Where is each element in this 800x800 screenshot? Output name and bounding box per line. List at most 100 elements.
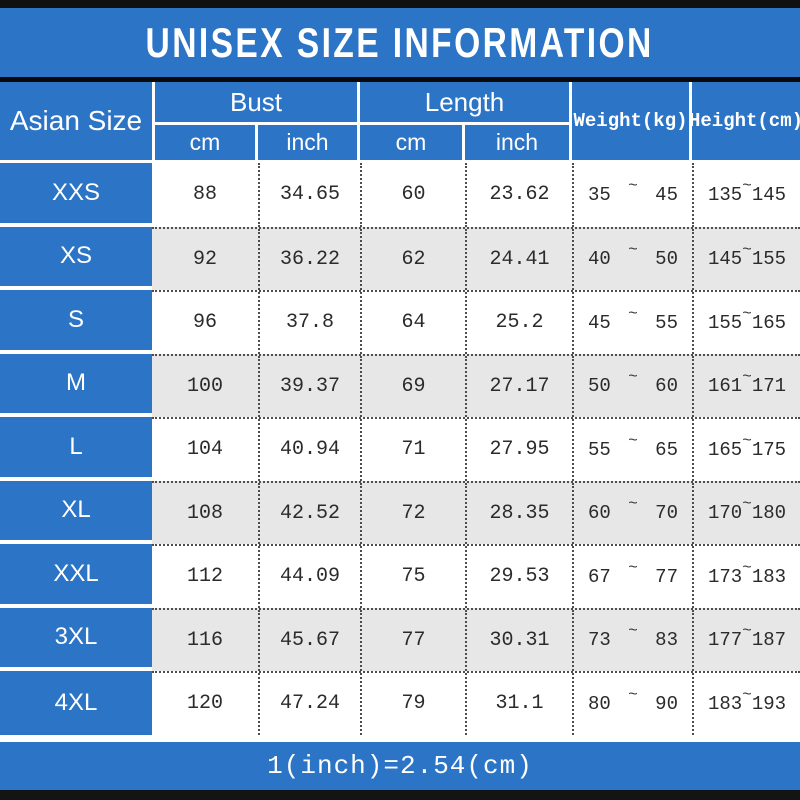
header-weight-kg: Weight(kg) bbox=[572, 82, 689, 160]
length-cm-value: 71 bbox=[360, 419, 465, 481]
height-range: 161 ~ 171 bbox=[692, 355, 800, 417]
size-label: M bbox=[0, 353, 152, 417]
size-label: 4XL bbox=[0, 671, 152, 735]
length-cm-value: 72 bbox=[360, 482, 465, 544]
bust-inch-value: 39.37 bbox=[258, 355, 360, 417]
table-row: XXL 112 44.09 75 29.53 67 ~ 77 173 ~ 183 bbox=[0, 544, 800, 608]
height-max-value: 180 bbox=[751, 502, 787, 525]
weight-max-value: 55 bbox=[655, 311, 678, 334]
row-values: 88 34.65 60 23.62 35 ~ 45 135 ~ 145 bbox=[152, 163, 800, 227]
length-inch-value: 28.35 bbox=[465, 482, 572, 544]
tilde-symbol: ~ bbox=[742, 558, 752, 577]
bust-cm-value: 112 bbox=[186, 565, 223, 589]
bust-cm-value: 88 bbox=[192, 183, 217, 207]
table-row: XS 92 36.22 62 24.41 40 ~ 50 145 ~ 155 bbox=[0, 226, 800, 290]
weight-min-value: 35 bbox=[588, 183, 611, 206]
height-max-value: 171 bbox=[751, 375, 787, 398]
weight-min-value: 55 bbox=[588, 438, 611, 461]
row-values: 116 45.67 77 30.31 73 ~ 83 177 ~ 187 bbox=[152, 607, 800, 671]
bust-cm-value: 96 bbox=[192, 311, 217, 335]
tilde-symbol: ~ bbox=[628, 241, 638, 260]
height-max-value: 175 bbox=[751, 438, 787, 461]
bust-inch-value: 40.94 bbox=[258, 419, 360, 481]
height-max-value: 187 bbox=[751, 629, 787, 652]
height-range: 135 ~ 145 bbox=[692, 163, 800, 227]
height-min-value: 183 bbox=[708, 692, 743, 715]
weight-range: 60 ~ 70 bbox=[572, 482, 692, 544]
tilde-symbol: ~ bbox=[628, 431, 638, 450]
table-row: XXS 88 34.65 60 23.62 35 ~ 45 135 ~ 145 bbox=[0, 163, 800, 227]
tilde-symbol: ~ bbox=[742, 685, 752, 704]
length-cm-value: 60 bbox=[360, 163, 465, 227]
length-cm-value: 64 bbox=[360, 292, 465, 354]
length-inch-value: 27.17 bbox=[465, 355, 572, 417]
header-height-cm: Height(cm) bbox=[689, 82, 800, 160]
bust-cm-value: 116 bbox=[186, 628, 223, 652]
height-min-value: 177 bbox=[708, 629, 743, 652]
tilde-symbol: ~ bbox=[742, 431, 752, 450]
height-max-value: 183 bbox=[751, 565, 787, 588]
length-cm-value: 77 bbox=[360, 609, 465, 671]
bust-inch-value: 47.24 bbox=[258, 673, 360, 735]
table-row: 4XL 120 47.24 79 31.1 80 ~ 90 183 ~ 193 bbox=[0, 671, 800, 735]
page-title: UNISEX SIZE INFORMATION bbox=[145, 18, 655, 66]
row-values: 120 47.24 79 31.1 80 ~ 90 183 ~ 193 bbox=[152, 671, 800, 735]
weight-max-value: 90 bbox=[655, 692, 678, 715]
length-cm-value: 69 bbox=[360, 355, 465, 417]
size-label: 3XL bbox=[0, 607, 152, 671]
title-bar: UNISEX SIZE INFORMATION bbox=[0, 8, 800, 77]
table-row: 3XL 116 45.67 77 30.31 73 ~ 83 177 ~ 187 bbox=[0, 607, 800, 671]
tilde-symbol: ~ bbox=[628, 304, 638, 323]
height-min-value: 145 bbox=[708, 248, 743, 271]
header-bust-inch: inch bbox=[258, 125, 357, 160]
height-range: 165 ~ 175 bbox=[692, 419, 800, 481]
weight-max-value: 77 bbox=[655, 565, 678, 588]
length-inch-value: 29.53 bbox=[465, 546, 572, 608]
tilde-symbol: ~ bbox=[628, 368, 638, 387]
length-cm-value: 62 bbox=[360, 228, 465, 290]
height-range: 177 ~ 187 bbox=[692, 609, 800, 671]
header-length-cm: cm bbox=[360, 125, 462, 160]
weight-min-value: 73 bbox=[588, 629, 611, 652]
weight-max-value: 83 bbox=[655, 629, 678, 652]
weight-range: 50 ~ 60 bbox=[572, 355, 692, 417]
bust-inch-value: 37.8 bbox=[258, 292, 360, 354]
weight-min-value: 50 bbox=[588, 375, 611, 398]
weight-min-value: 67 bbox=[588, 565, 611, 588]
weight-range: 67 ~ 77 bbox=[572, 546, 692, 608]
tilde-symbol: ~ bbox=[742, 622, 752, 641]
weight-min-value: 45 bbox=[588, 311, 611, 334]
height-range: 155 ~ 165 bbox=[692, 292, 800, 354]
header-bust-cm: cm bbox=[155, 125, 255, 160]
bust-inch-value: 44.09 bbox=[258, 546, 360, 608]
weight-max-value: 65 bbox=[655, 438, 678, 461]
length-inch-value: 27.95 bbox=[465, 419, 572, 481]
tilde-symbol: ~ bbox=[628, 685, 638, 704]
length-inch-value: 25.2 bbox=[465, 292, 572, 354]
table-row: XL 108 42.52 72 28.35 60 ~ 70 170 ~ 180 bbox=[0, 480, 800, 544]
weight-range: 55 ~ 65 bbox=[572, 419, 692, 481]
length-inch-value: 30.31 bbox=[465, 609, 572, 671]
tilde-symbol: ~ bbox=[742, 368, 752, 387]
height-max-value: 193 bbox=[751, 692, 787, 715]
tilde-symbol: ~ bbox=[628, 176, 638, 195]
size-label: XL bbox=[0, 480, 152, 544]
top-black-bar bbox=[0, 0, 800, 8]
tilde-symbol: ~ bbox=[628, 558, 638, 577]
height-min-value: 155 bbox=[708, 311, 743, 334]
table-body: XXS 88 34.65 60 23.62 35 ~ 45 135 ~ 145 bbox=[0, 163, 800, 735]
bust-inch-value: 42.52 bbox=[258, 482, 360, 544]
height-max-value: 155 bbox=[751, 248, 787, 271]
table-footer-gap bbox=[0, 734, 800, 742]
footer-note-bar: 1(inch)=2.54(cm) bbox=[0, 741, 800, 790]
height-range: 170 ~ 180 bbox=[692, 482, 800, 544]
tilde-symbol: ~ bbox=[628, 495, 638, 514]
tilde-symbol: ~ bbox=[742, 241, 752, 260]
row-values: 96 37.8 64 25.2 45 ~ 55 155 ~ 165 bbox=[152, 290, 800, 354]
row-values: 100 39.37 69 27.17 50 ~ 60 161 ~ 171 bbox=[152, 353, 800, 417]
weight-max-value: 50 bbox=[655, 248, 678, 271]
row-values: 108 42.52 72 28.35 60 ~ 70 170 ~ 180 bbox=[152, 480, 800, 544]
header-length-inch: inch bbox=[465, 125, 569, 160]
bust-inch-value: 45.67 bbox=[258, 609, 360, 671]
bottom-black-bar bbox=[0, 789, 800, 800]
